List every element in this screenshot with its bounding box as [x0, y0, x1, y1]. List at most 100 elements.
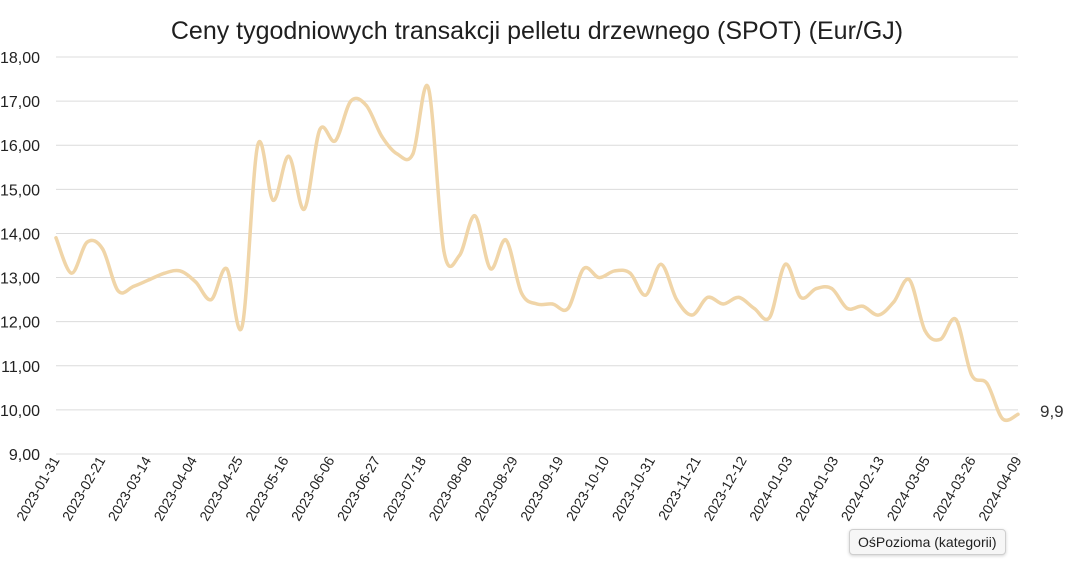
y-tick-label: 17,00	[0, 94, 40, 111]
x-tick-label: 2024-03-26	[929, 453, 979, 523]
x-tick-label: 2023-10-10	[563, 453, 613, 523]
series-layer	[54, 83, 1020, 423]
data-point	[644, 293, 648, 297]
data-point	[954, 317, 958, 322]
data-point	[380, 134, 384, 138]
data-point	[907, 278, 911, 282]
x-tick-label: 2023-04-25	[196, 453, 246, 523]
data-point	[395, 152, 399, 156]
data-point	[737, 295, 741, 300]
data-point	[752, 306, 756, 311]
x-tick-label: 2023-04-04	[150, 453, 200, 523]
data-point	[783, 262, 787, 266]
x-axis-ticks: 2023-01-312023-02-212023-03-142023-04-04…	[13, 453, 1025, 523]
x-tick-label: 2024-02-13	[838, 453, 888, 523]
y-tick-label: 14,00	[0, 226, 40, 243]
y-tick-label: 15,00	[0, 182, 40, 199]
data-point	[333, 139, 337, 143]
data-point	[721, 302, 725, 306]
data-point	[194, 280, 198, 284]
data-point	[69, 271, 74, 275]
data-point	[131, 284, 136, 288]
data-point	[85, 240, 89, 244]
data-point	[814, 286, 818, 291]
data-point	[675, 298, 679, 302]
data-point	[597, 275, 601, 280]
data-point	[256, 143, 260, 147]
x-tick-label: 2023-11-21	[655, 453, 704, 522]
data-point	[302, 207, 306, 211]
data-point	[163, 271, 167, 275]
data-point	[985, 381, 989, 386]
data-point	[799, 295, 803, 300]
data-point	[225, 267, 229, 271]
x-tick-label: 2024-01-03	[792, 453, 842, 523]
x-tick-label: 2023-06-06	[288, 453, 338, 523]
data-point	[1000, 417, 1005, 421]
x-tick-label: 2023-07-18	[379, 453, 429, 523]
data-point	[1016, 412, 1020, 416]
x-tick-label: 2024-04-09	[975, 453, 1025, 523]
x-tick-label: 2023-05-16	[242, 453, 292, 523]
y-tick-label: 11,00	[1, 359, 40, 376]
x-tick-label: 2023-12-12	[700, 453, 750, 523]
data-point	[209, 298, 213, 302]
data-point	[892, 300, 896, 304]
data-point	[411, 152, 415, 156]
x-tick-label: 2023-03-14	[105, 453, 155, 523]
x-tick-label: 2023-08-08	[425, 453, 475, 523]
axis-tooltip: OśPozioma (kategorii)	[849, 529, 1006, 555]
x-tick-label: 2023-08-29	[471, 453, 521, 523]
x-tick-label: 2023-06-27	[334, 453, 384, 523]
data-point	[706, 295, 710, 300]
data-point	[240, 324, 244, 328]
data-point	[566, 306, 570, 311]
data-point	[318, 128, 322, 132]
y-tick-label: 18,00	[0, 50, 40, 67]
data-point	[271, 198, 275, 202]
y-tick-label: 16,00	[0, 138, 40, 155]
data-point	[147, 278, 151, 282]
y-tick-label: 9,00	[9, 447, 40, 464]
data-point	[519, 291, 524, 295]
data-point	[612, 269, 617, 273]
data-point	[100, 247, 105, 251]
data-point	[861, 304, 865, 308]
data-point	[768, 315, 772, 319]
data-point	[845, 306, 849, 311]
x-tick-label: 2024-03-05	[883, 453, 933, 523]
x-tick-label: 2023-09-19	[517, 453, 567, 523]
chart-title: Ceny tygodniowych transakcji pelletu drz…	[171, 17, 903, 45]
series-line	[54, 83, 1020, 423]
data-point	[54, 236, 58, 240]
data-point	[488, 267, 493, 271]
data-point	[535, 302, 539, 306]
end-value-label: 9,9	[1040, 402, 1064, 421]
data-point	[690, 313, 694, 317]
data-point	[473, 214, 477, 218]
x-tick-label: 2024-01-03	[746, 453, 796, 523]
y-tick-label: 12,00	[0, 315, 40, 332]
data-point	[938, 337, 943, 341]
data-point	[426, 86, 430, 90]
data-point	[442, 249, 446, 253]
data-point	[830, 286, 834, 291]
y-axis-ticks: 9,00 10,00 11,00 12,00 13,00 14,00 15,00 16,00 1…	[0, 50, 40, 464]
data-point	[876, 313, 880, 317]
data-point	[581, 267, 586, 271]
data-point	[287, 154, 291, 158]
data-point	[550, 302, 555, 306]
data-point	[923, 328, 927, 333]
gridlines	[56, 56, 1018, 455]
data-point	[349, 99, 353, 103]
x-tick-label: 2023-10-31	[608, 453, 658, 523]
data-point	[969, 373, 974, 377]
data-point	[364, 103, 368, 108]
y-tick-label: 13,00	[0, 271, 40, 288]
data-point	[178, 269, 182, 273]
data-point	[504, 238, 508, 242]
data-point	[457, 253, 462, 258]
data-point	[628, 271, 632, 275]
x-tick-label: 2023-02-21	[59, 453, 109, 523]
